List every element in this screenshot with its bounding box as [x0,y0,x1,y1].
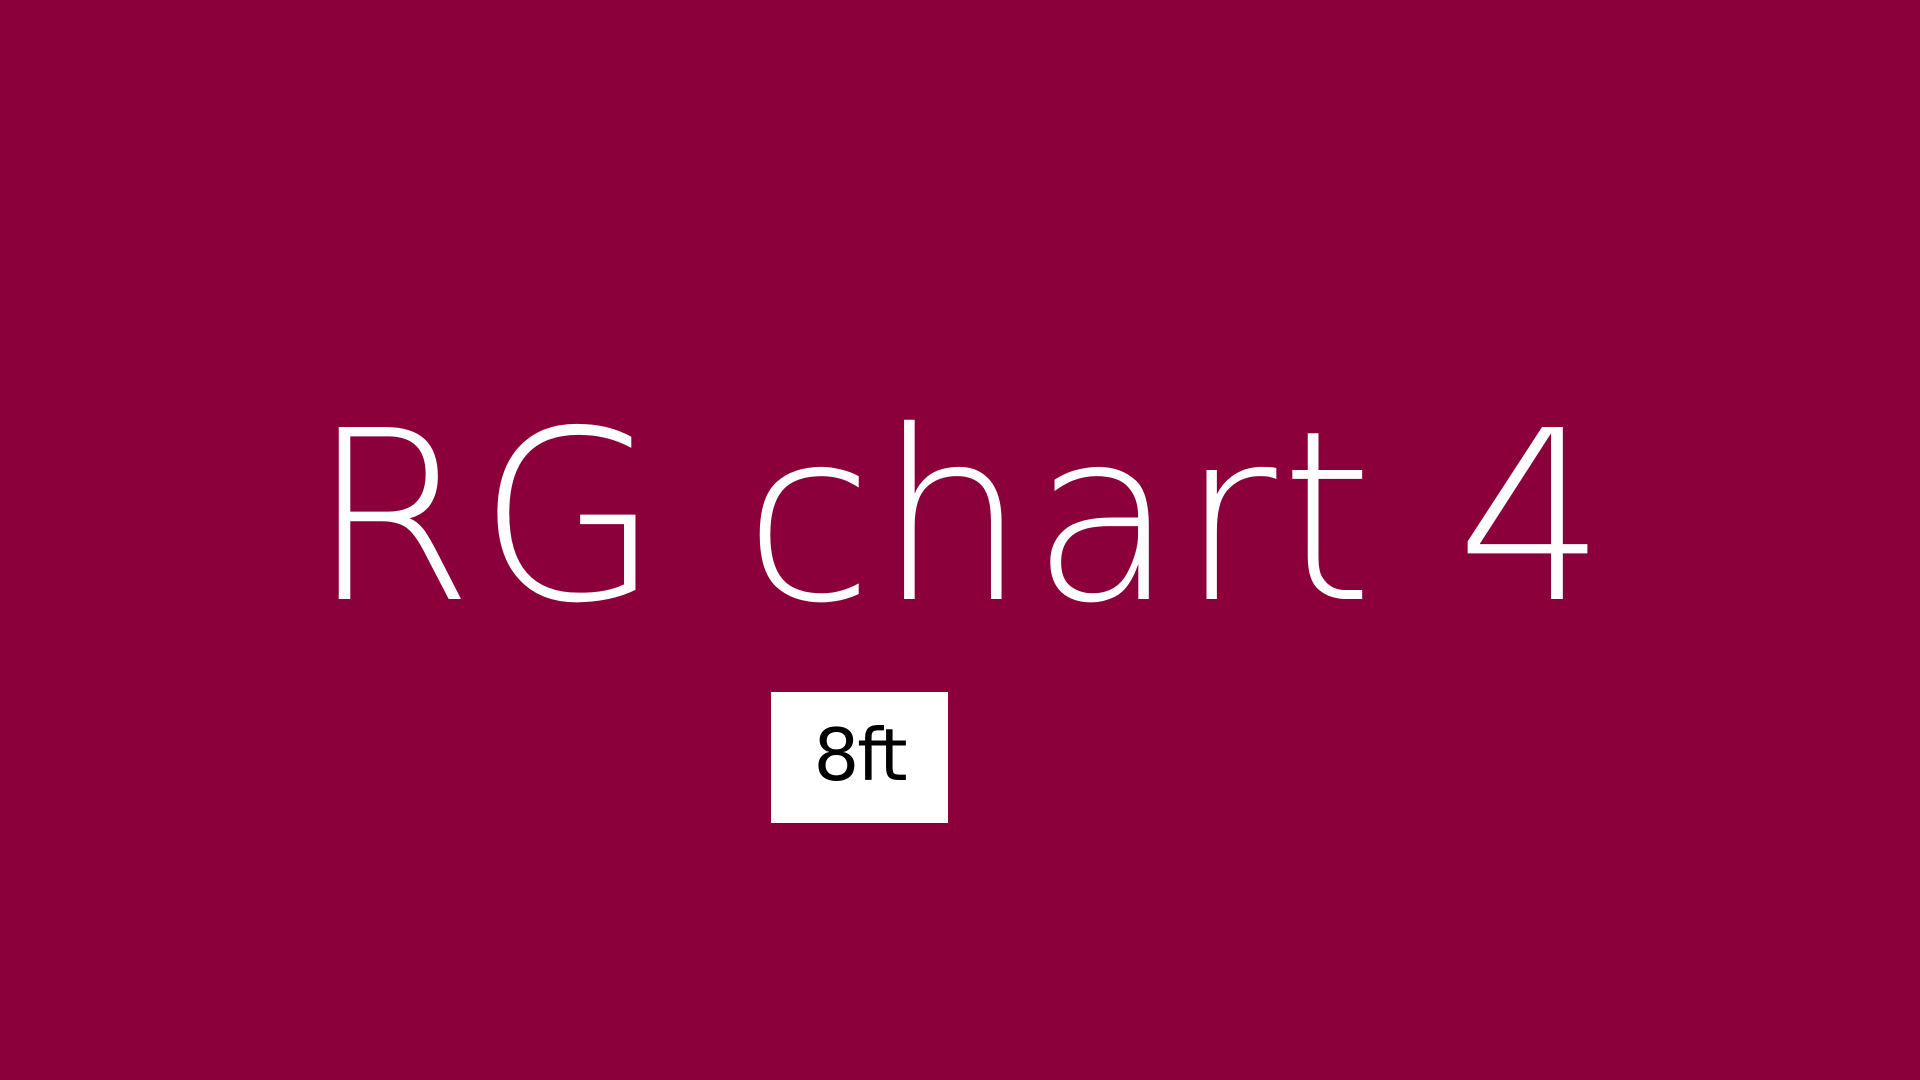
distance-badge: 8ft [771,692,948,823]
distance-badge-label: 8ft [813,712,907,797]
slide-title: RG chart 4 [309,380,1611,655]
